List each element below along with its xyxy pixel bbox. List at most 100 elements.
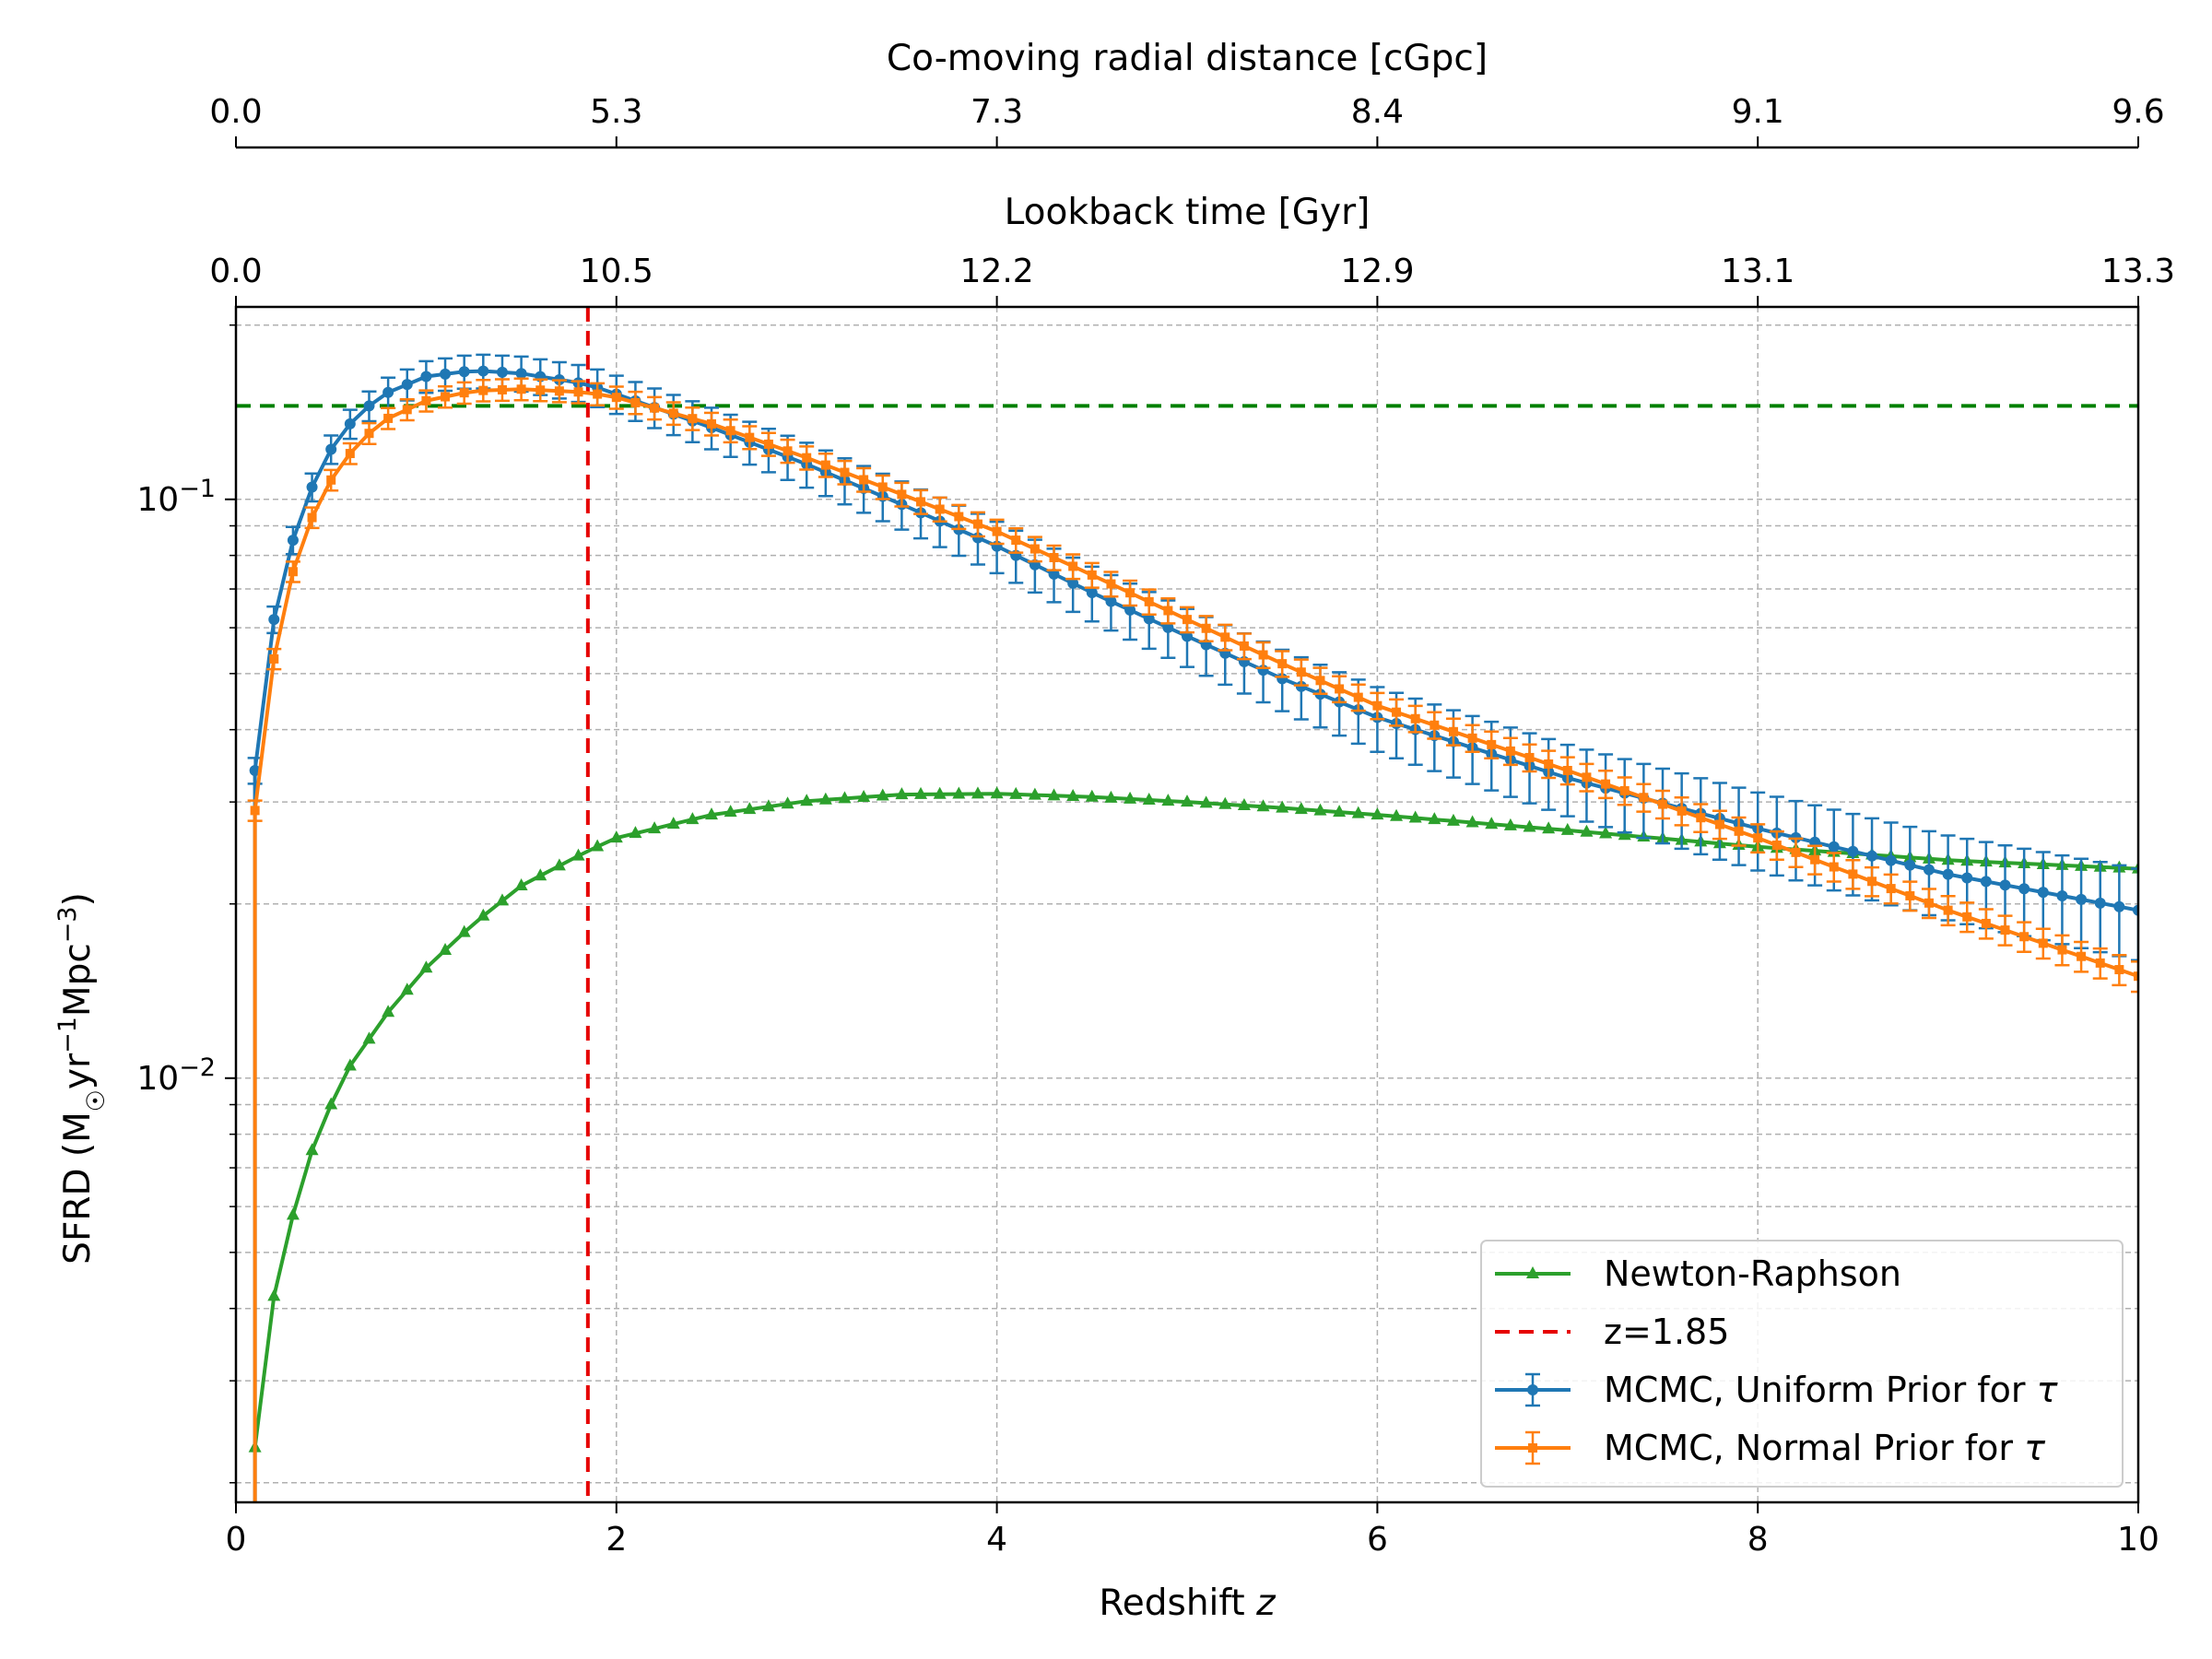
data-point [916, 497, 926, 507]
data-point [1677, 806, 1687, 816]
data-point [1828, 841, 1840, 853]
data-point [2038, 938, 2048, 948]
legend-label: Newton-Raphson [1604, 1253, 1901, 1294]
data-point [1714, 819, 1724, 830]
data-point [1199, 795, 1213, 808]
data-point [1182, 615, 1192, 625]
data-point [1505, 746, 1515, 756]
data-point [1810, 854, 1820, 865]
data-point [343, 1058, 357, 1071]
data-point [1163, 606, 1173, 616]
data-point [1791, 847, 1801, 857]
data-point [935, 504, 945, 514]
x-tick-label: 10 [2117, 1521, 2159, 1559]
data-point [666, 817, 680, 830]
data-point [1410, 713, 1420, 724]
data-point [1276, 800, 1289, 813]
data-point [478, 385, 488, 395]
data-point [1503, 818, 1517, 830]
data-point [763, 439, 773, 449]
data-point [324, 1097, 338, 1110]
data-point [362, 1031, 376, 1044]
data-point [933, 786, 947, 799]
data-point [705, 807, 718, 820]
data-point [2132, 861, 2138, 874]
top-tick-label: 13.3 [2101, 253, 2175, 290]
data-point [761, 799, 775, 812]
data-point [1011, 535, 1021, 546]
data-point [2077, 951, 2087, 961]
legend-marker [1526, 1266, 1539, 1278]
data-point [287, 535, 299, 547]
data-point [1467, 733, 1477, 743]
data-point [1066, 789, 1080, 802]
data-point [1485, 817, 1499, 830]
data-point [459, 388, 469, 398]
data-point [800, 794, 814, 806]
data-point [1980, 876, 1992, 888]
top-tick-label: 7.3 [971, 93, 1023, 131]
data-point [707, 418, 716, 429]
data-point [1351, 806, 1365, 818]
data-point [954, 512, 964, 522]
data-point [2056, 890, 2068, 902]
data-point [1601, 779, 1611, 789]
data-point [1848, 869, 1858, 879]
data-point [420, 371, 432, 382]
data-point [419, 960, 433, 973]
top-tick-label: 0.0 [209, 253, 262, 290]
data-point [1142, 792, 1156, 805]
data-point [1371, 807, 1384, 820]
data-point [1943, 905, 1953, 915]
data-point [686, 812, 700, 825]
data-point [591, 839, 605, 852]
top-tick-label: 12.9 [1340, 253, 1414, 290]
data-point [250, 806, 260, 816]
data-point [1847, 845, 1859, 857]
data-point [458, 366, 470, 378]
data-point [630, 397, 641, 407]
data-point [2076, 893, 2088, 905]
data-point [1372, 700, 1382, 711]
data-point [1619, 785, 1630, 795]
data-point [1408, 810, 1422, 823]
legend-marker [1527, 1384, 1538, 1395]
data-point [1544, 759, 1554, 769]
data-point [1313, 803, 1327, 816]
data-point [1582, 772, 1592, 782]
data-point [1106, 579, 1116, 589]
data-point [1599, 826, 1613, 839]
legend-label: z=1.85 [1604, 1312, 1729, 1352]
data-point [1047, 788, 1061, 801]
data-point [1296, 667, 1306, 677]
data-point [1696, 813, 1706, 823]
data-point [609, 830, 623, 843]
data-point [1867, 877, 1877, 887]
data-point [1105, 595, 1117, 607]
data-point [1201, 623, 1211, 633]
data-point [440, 368, 452, 380]
data-point [1658, 799, 1667, 809]
data-point [307, 512, 317, 523]
data-point [1428, 812, 1441, 825]
data-point [554, 386, 564, 396]
data-point [326, 475, 336, 485]
legend: Newton-Raphson z=1.85 MCMC, Uniform Prior … [1480, 1240, 2124, 1488]
data-point [1028, 787, 1041, 800]
data-point [1924, 898, 1934, 908]
data-point [534, 868, 547, 881]
data-point [688, 414, 698, 424]
data-point [1353, 692, 1363, 702]
data-point [2095, 958, 2105, 968]
data-point [288, 567, 298, 577]
data-point [648, 821, 662, 834]
x-tick-label: 4 [986, 1521, 1007, 1559]
data-point [2113, 900, 2125, 912]
data-point [306, 481, 318, 493]
data-point [1068, 561, 1078, 571]
data-point [363, 400, 375, 412]
data-point [1220, 632, 1230, 642]
data-point [571, 848, 585, 861]
data-point [364, 429, 374, 439]
